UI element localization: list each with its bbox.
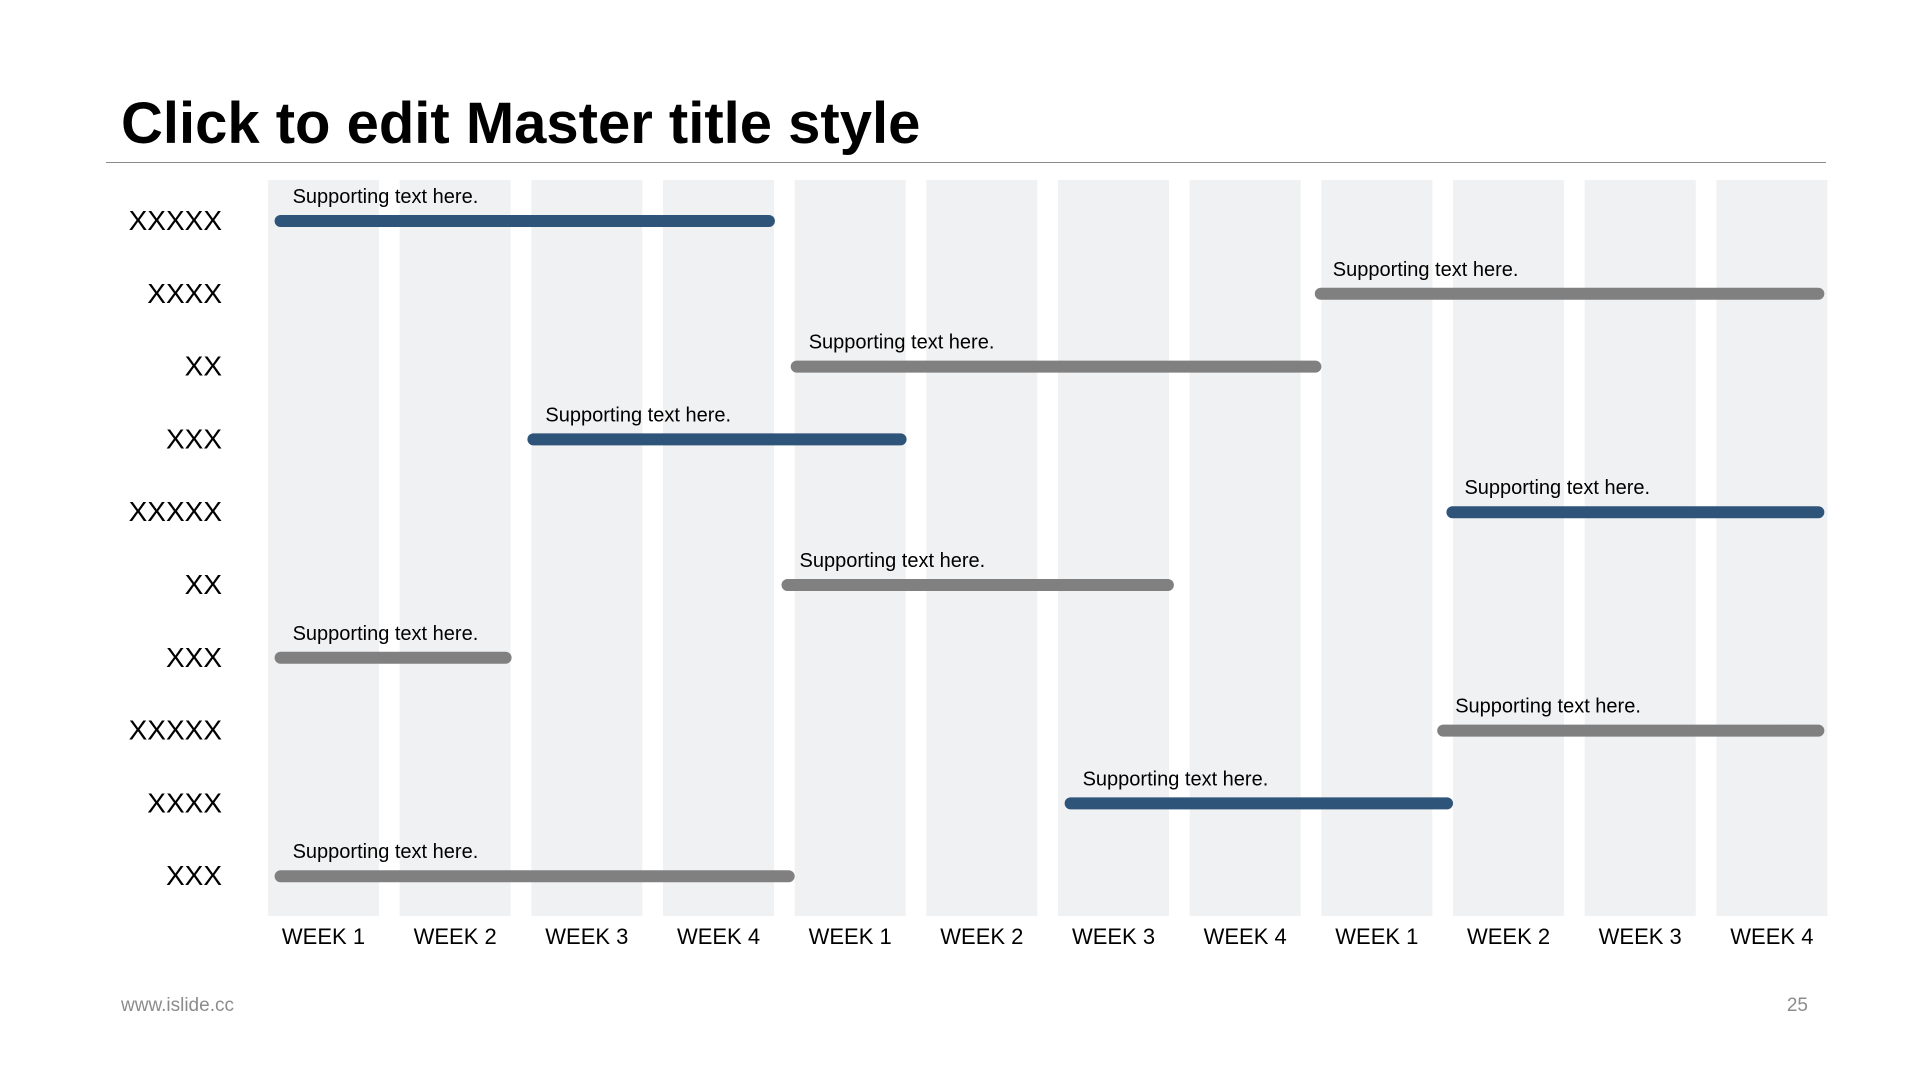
week-tick-label: WEEK 2 bbox=[1467, 924, 1550, 949]
row-label: XXXX bbox=[147, 787, 222, 818]
bar-supporting-text: Supporting text here. bbox=[1464, 477, 1650, 499]
gantt-bar[interactable] bbox=[274, 651, 512, 664]
week-column-band bbox=[1189, 180, 1301, 916]
page-number: 25 bbox=[1786, 995, 1808, 1016]
row-label: XXX bbox=[166, 860, 222, 891]
slide-title[interactable]: Click to edit Master title style bbox=[121, 91, 921, 156]
bar-supporting-text: Supporting text here. bbox=[293, 841, 479, 863]
week-tick-label: WEEK 3 bbox=[545, 924, 628, 949]
week-tick-label: WEEK 1 bbox=[809, 924, 892, 949]
week-column-band bbox=[663, 180, 775, 916]
week-tick-label: WEEK 1 bbox=[1335, 924, 1418, 949]
bar-supporting-text: Supporting text here. bbox=[809, 332, 995, 354]
row-label: XXX bbox=[166, 423, 222, 454]
footer-url: www.islide.cc bbox=[121, 995, 234, 1016]
gantt-bar[interactable] bbox=[527, 433, 907, 446]
bar-supporting-text: Supporting text here. bbox=[1333, 259, 1519, 281]
gantt-bar[interactable] bbox=[274, 870, 795, 883]
row-label: XXX bbox=[166, 642, 222, 673]
row-label: XX bbox=[185, 569, 223, 600]
row-label: XXXXX bbox=[129, 715, 223, 746]
gantt-bar[interactable] bbox=[781, 579, 1174, 591]
bar-supporting-text: Supporting text here. bbox=[800, 550, 986, 572]
row-label: XX bbox=[185, 351, 223, 382]
week-column-band bbox=[1321, 180, 1433, 916]
week-tick-label: WEEK 4 bbox=[677, 924, 760, 949]
week-tick-label: WEEK 2 bbox=[414, 924, 497, 949]
week-column-band bbox=[794, 180, 906, 916]
gantt-bar[interactable] bbox=[274, 215, 775, 227]
row-label: XXXXX bbox=[129, 496, 223, 527]
gantt-bar[interactable] bbox=[790, 360, 1322, 373]
week-tick-label: WEEK 1 bbox=[282, 924, 365, 949]
week-tick-label: WEEK 3 bbox=[1599, 924, 1682, 949]
gantt-bar[interactable] bbox=[1437, 724, 1825, 737]
gantt-bar[interactable] bbox=[1446, 506, 1825, 519]
gantt-bar[interactable] bbox=[1314, 287, 1825, 300]
bar-supporting-text: Supporting text here. bbox=[1083, 768, 1269, 790]
row-label: XXXXX bbox=[129, 205, 223, 236]
week-tick-label: WEEK 3 bbox=[1072, 924, 1155, 949]
title-divider bbox=[106, 162, 1826, 163]
bar-supporting-text: Supporting text here. bbox=[545, 404, 731, 426]
week-column-band bbox=[268, 180, 379, 916]
bar-supporting-text: Supporting text here. bbox=[293, 186, 479, 208]
week-tick-label: WEEK 4 bbox=[1204, 924, 1287, 949]
week-column-band bbox=[926, 180, 1038, 916]
week-column-band bbox=[1453, 180, 1565, 916]
bar-supporting-text: Supporting text here. bbox=[293, 623, 479, 645]
week-column-band bbox=[1058, 180, 1170, 916]
row-label: XXXX bbox=[147, 278, 222, 309]
week-tick-label: WEEK 4 bbox=[1730, 924, 1813, 949]
bar-supporting-text: Supporting text here. bbox=[1455, 696, 1641, 718]
week-column-band bbox=[399, 180, 511, 916]
gantt-bar[interactable] bbox=[1064, 797, 1454, 810]
week-column-band bbox=[1584, 180, 1696, 916]
week-tick-label: WEEK 2 bbox=[940, 924, 1023, 949]
week-column-band bbox=[1716, 180, 1828, 916]
week-column-band bbox=[531, 180, 643, 916]
